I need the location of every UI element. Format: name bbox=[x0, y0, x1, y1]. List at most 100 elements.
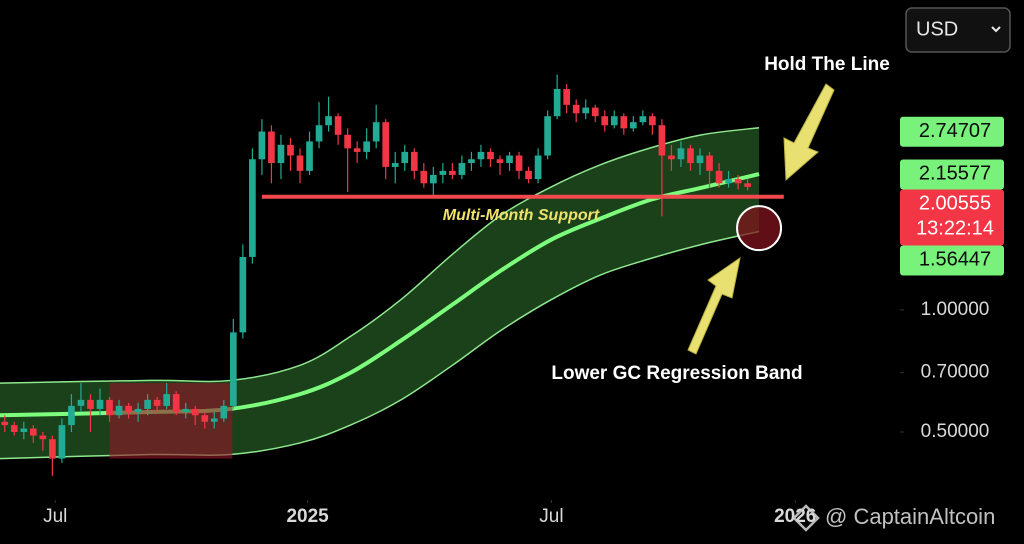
candle-body bbox=[296, 155, 304, 171]
candle-body bbox=[201, 415, 209, 422]
candle-body bbox=[658, 125, 666, 156]
candle-body bbox=[420, 170, 428, 184]
candle-body bbox=[534, 155, 542, 180]
candle-body bbox=[496, 159, 504, 164]
candle-body bbox=[620, 116, 628, 129]
candle-body bbox=[134, 408, 142, 413]
watermark: @ CaptainAltcoin bbox=[792, 504, 995, 532]
support-label: Multi-Month Support bbox=[443, 207, 600, 224]
candle-body bbox=[344, 134, 351, 149]
candle-body bbox=[210, 418, 218, 422]
candle-body bbox=[172, 394, 180, 413]
price-label: 2.74707 bbox=[919, 120, 991, 142]
price-label-box bbox=[900, 189, 1004, 246]
candle-body bbox=[725, 179, 732, 184]
candle-body bbox=[601, 116, 609, 126]
candle-body bbox=[410, 151, 418, 171]
candle-body bbox=[591, 107, 599, 117]
price-label-box bbox=[900, 116, 1004, 147]
candle-body bbox=[563, 89, 570, 105]
candle-body bbox=[191, 408, 199, 416]
plot-area bbox=[0, 74, 760, 476]
candle-body bbox=[96, 399, 104, 409]
candle-body bbox=[687, 148, 694, 164]
watermark-text: @ CaptainAltcoin bbox=[825, 504, 995, 529]
candle-body bbox=[696, 155, 704, 164]
candle-body bbox=[401, 151, 409, 164]
x-tick-label: 2025 bbox=[286, 506, 329, 527]
candle-body bbox=[630, 122, 637, 129]
candle-body bbox=[734, 179, 742, 184]
countdown: 13:22:14 bbox=[916, 218, 994, 240]
candle-body bbox=[639, 116, 647, 123]
candle-body bbox=[610, 116, 618, 126]
candle-body bbox=[144, 399, 151, 409]
candle-body bbox=[163, 394, 170, 406]
candle-body bbox=[515, 155, 523, 171]
candle-body bbox=[77, 399, 85, 406]
candle-body bbox=[49, 439, 56, 459]
candle-body bbox=[268, 131, 275, 164]
candle-body bbox=[449, 170, 456, 175]
candle-body bbox=[277, 144, 285, 164]
dropdown-box[interactable] bbox=[905, 7, 1011, 53]
highlight-circle bbox=[736, 205, 783, 252]
watermark-icon bbox=[792, 504, 820, 532]
candle-body bbox=[39, 435, 47, 440]
candle-body bbox=[582, 107, 590, 114]
price-label-box bbox=[900, 245, 1004, 276]
candle-body bbox=[10, 425, 18, 433]
y-tick-label: 0.50000 bbox=[921, 421, 990, 442]
candle-body bbox=[525, 170, 532, 180]
candle-body bbox=[477, 151, 485, 160]
candle-body bbox=[468, 159, 475, 164]
currency-label[interactable]: USD bbox=[916, 18, 958, 40]
band-fill bbox=[0, 127, 760, 459]
candle-body bbox=[544, 116, 551, 156]
x-tick-label: Jul bbox=[43, 506, 67, 527]
candle-body bbox=[706, 155, 713, 171]
candle-body bbox=[258, 131, 266, 160]
arrow-hold bbox=[783, 83, 835, 182]
candle-body bbox=[677, 148, 685, 160]
annotation: Lower GC Regression Band bbox=[551, 363, 802, 384]
candle-body bbox=[506, 155, 513, 164]
candle-body bbox=[1, 421, 9, 426]
candle-body bbox=[325, 116, 332, 126]
price-label: 1.56447 bbox=[919, 249, 991, 271]
x-tick-label: Jul bbox=[539, 506, 563, 527]
candle-body bbox=[363, 141, 370, 152]
candle-body bbox=[58, 425, 66, 459]
candle-body bbox=[334, 116, 342, 135]
price-label: 2.15577 bbox=[919, 163, 991, 185]
candle-body bbox=[715, 170, 723, 184]
annotation: Hold The Line bbox=[764, 54, 890, 75]
candle-body bbox=[430, 174, 437, 184]
arrow-band bbox=[687, 256, 741, 355]
candle-body bbox=[353, 148, 361, 152]
candle-body bbox=[553, 89, 561, 117]
candle-body bbox=[306, 141, 313, 171]
currency-dropdown[interactable]: USD bbox=[905, 7, 1011, 53]
candle-body bbox=[182, 408, 190, 413]
candle-body bbox=[287, 144, 294, 156]
candle-body bbox=[372, 122, 380, 142]
candle-body bbox=[458, 163, 466, 175]
candle-body bbox=[382, 122, 390, 167]
price-label-box bbox=[900, 159, 1004, 190]
candle-body bbox=[115, 405, 123, 416]
y-tick-label: 0.70000 bbox=[921, 362, 990, 383]
candle-body bbox=[487, 151, 494, 160]
candle-body bbox=[239, 256, 247, 333]
candle-body bbox=[153, 399, 161, 406]
candle-body bbox=[439, 170, 447, 175]
candle-body bbox=[68, 405, 75, 426]
candle-body bbox=[220, 405, 228, 419]
candle-body bbox=[20, 428, 28, 433]
candle-body bbox=[230, 332, 237, 406]
price-label: 2.00555 bbox=[919, 193, 991, 215]
candle-body bbox=[668, 155, 675, 160]
dropdown-chevron[interactable] bbox=[991, 26, 1001, 33]
